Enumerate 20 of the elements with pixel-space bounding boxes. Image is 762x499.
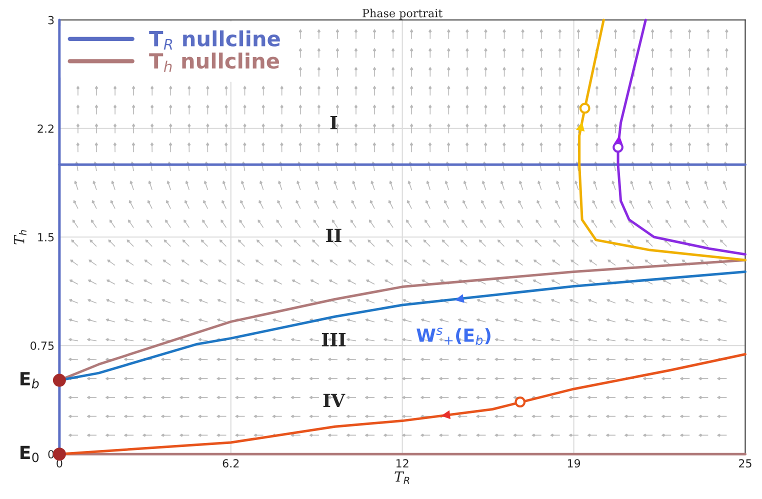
x-tick-label: 12 — [396, 459, 408, 468]
annotation: IV — [323, 394, 346, 407]
annotation: III — [322, 333, 346, 346]
x-axis-title: T$_{R}$ — [394, 472, 410, 484]
x-tick-label: 25 — [738, 459, 752, 468]
x-tick-label: 19 — [568, 459, 580, 468]
annotation: E$_{b}$ — [20, 372, 39, 388]
y-axis-title: T$_{h}$ — [14, 230, 26, 244]
legend-label: T$_{h}$ nullcline — [149, 52, 280, 72]
annotation: I — [330, 116, 338, 130]
y-tick-label: 0.75 — [30, 342, 54, 350]
y-tick-label: 2.2 — [38, 124, 54, 133]
legend-label: T$_{R}$ nullcline — [149, 30, 280, 50]
chart-title: Phase portrait — [362, 8, 443, 20]
annotation: II — [326, 228, 342, 242]
y-tick-label: 1.5 — [38, 233, 54, 242]
y-tick-label: 3 — [48, 16, 54, 24]
x-tick-label: 6.2 — [222, 459, 239, 468]
annotation: E$_{0}$ — [20, 446, 39, 462]
annotation: W$^{s}$$_{+}$(E$_{b}$) — [416, 328, 490, 345]
